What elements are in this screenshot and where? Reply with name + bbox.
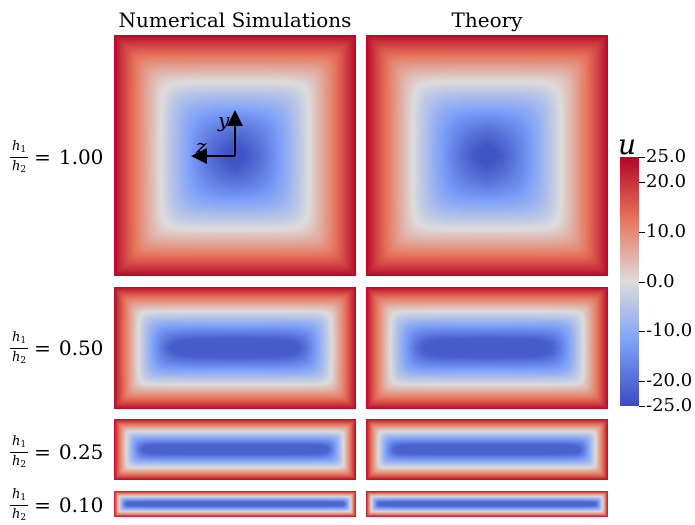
row-label-4: h1 h2 = 0.10 — [10, 486, 104, 523]
colorbar-tick — [639, 232, 645, 233]
colorbar-tick-label: -10.0 — [646, 320, 693, 341]
ratio-fraction: h1 h2 — [10, 433, 29, 470]
colorbar-title: u — [618, 128, 637, 161]
colorbar-tick — [639, 182, 645, 183]
ratio-value: 1.00 — [58, 145, 104, 169]
field-panel-numerical-row-4 — [114, 491, 356, 517]
colorbar-tick — [639, 381, 645, 382]
column-title-numerical: Numerical Simulations — [118, 8, 352, 32]
colorbar-tick-label: 10.0 — [646, 221, 687, 242]
ratio-value: 0.10 — [58, 493, 104, 517]
field-panel-numerical-row-2 — [114, 287, 356, 409]
field-panel-theory-row-4 — [366, 491, 608, 517]
colorbar-tick — [639, 157, 645, 158]
ratio-fraction: h1 h2 — [10, 329, 29, 366]
row-label-2: h1 h2 = 0.50 — [10, 329, 104, 366]
ratio-fraction: h1 h2 — [10, 486, 29, 523]
field-panel-theory-row-3 — [366, 419, 608, 480]
ratio-fraction: h1 h2 — [10, 138, 29, 175]
column-title-theory: Theory — [451, 8, 523, 32]
colorbar-tick-label: 0.0 — [646, 271, 675, 292]
row-label-1: h1 h2 = 1.00 — [10, 138, 104, 175]
y-axis-label: y — [218, 108, 230, 132]
colorbar-tick-label: -20.0 — [646, 370, 693, 391]
ratio-value: 0.25 — [58, 440, 104, 464]
axes-inset — [191, 110, 243, 164]
z-axis-label: z — [196, 134, 207, 158]
colorbar-tick-label: -25.0 — [646, 395, 693, 416]
field-panel-theory-row-1 — [366, 35, 608, 276]
colorbar-tick-label: 25.0 — [646, 146, 687, 167]
field-panel-theory-row-2 — [366, 287, 608, 409]
colorbar-tick — [639, 282, 645, 283]
colorbar-tick-label: 20.0 — [646, 171, 687, 192]
colorbar-tick — [639, 331, 645, 332]
colorbar-tick — [639, 406, 645, 407]
field-panel-numerical-row-3 — [114, 419, 356, 480]
colorbar — [620, 157, 639, 406]
row-label-3: h1 h2 = 0.25 — [10, 433, 104, 470]
ratio-value: 0.50 — [58, 336, 104, 360]
